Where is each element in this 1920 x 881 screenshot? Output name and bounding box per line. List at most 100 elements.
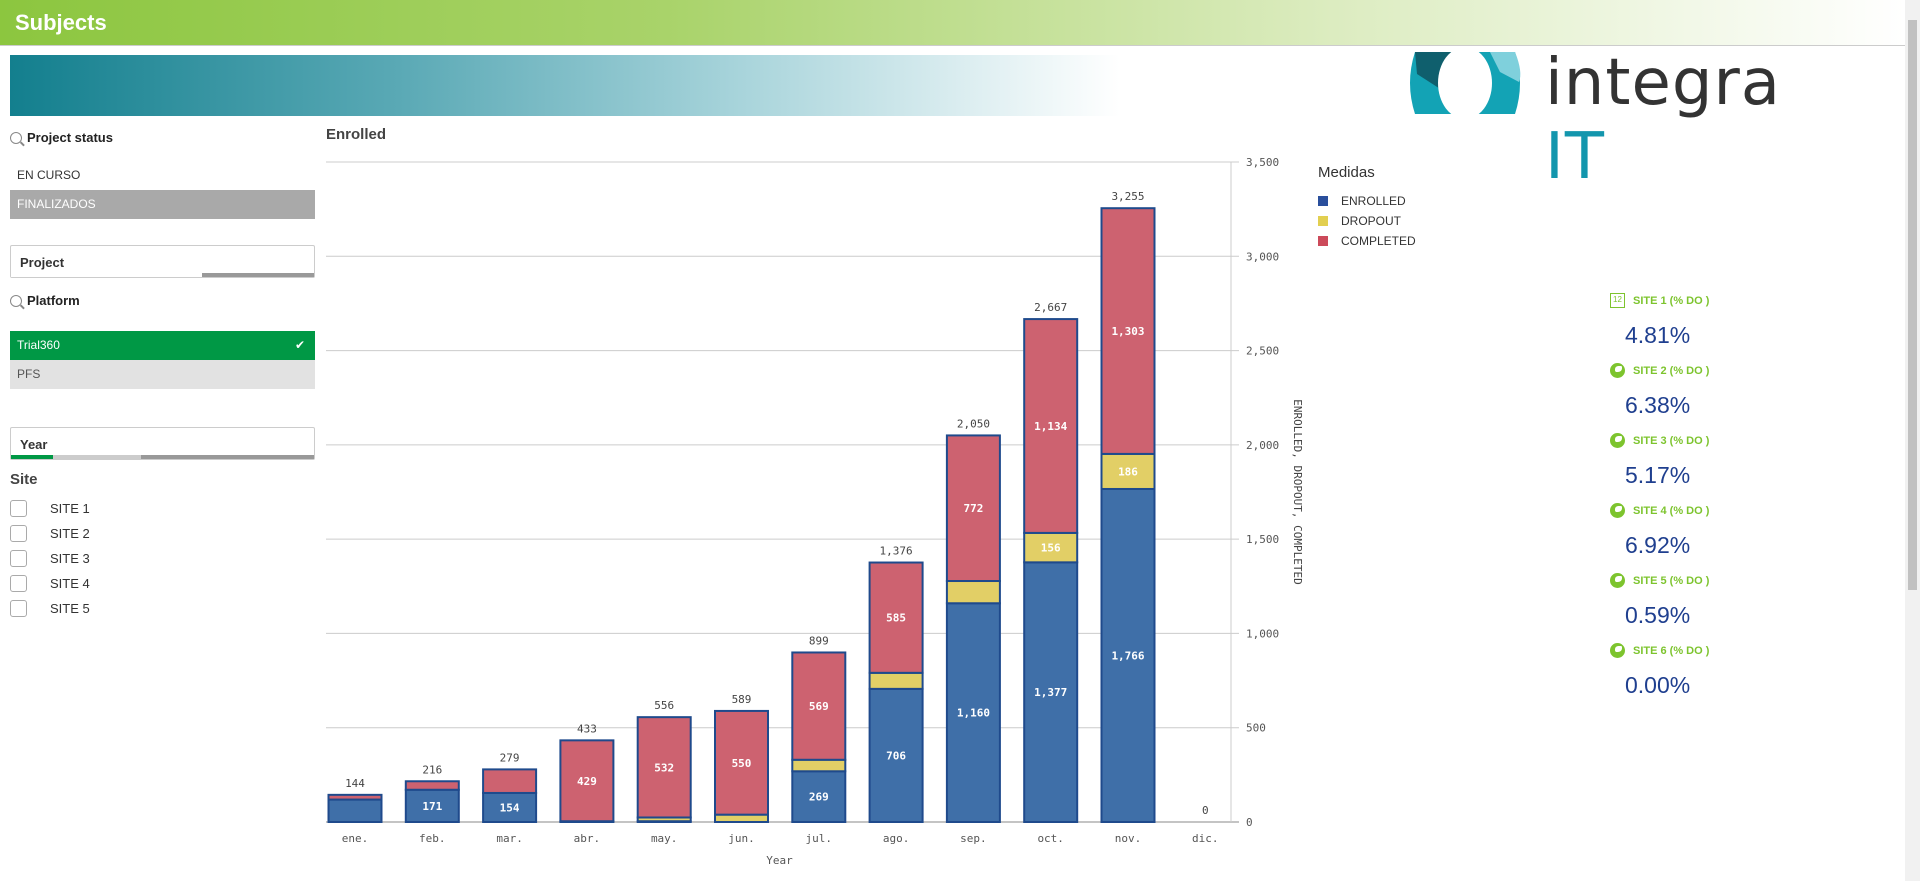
kpi-value: 6.92%: [1625, 532, 1691, 558]
bar-segment-enrolled: [482, 791, 538, 824]
enrolled-chart: 0 500 1,000 1,500 2,000 2,500 3,000 3,500 144 ene…: [326, 156, 1304, 867]
total-label: 556: [654, 699, 674, 712]
legend-item-dropout[interactable]: DROPOUT: [1318, 211, 1416, 231]
y-tick-label: 3,500: [1246, 156, 1279, 169]
list-item-trial360[interactable]: Trial360 ✔: [10, 331, 315, 360]
total-label: 589: [732, 693, 752, 706]
kpi-site-4: SITE 4 (% DO ) 6.92%: [1610, 503, 1760, 559]
checkbox[interactable]: [10, 600, 27, 617]
site-label: SITE 2: [50, 526, 90, 541]
integra-logo: integra IT: [1405, 46, 1845, 194]
checkbox[interactable]: [10, 575, 27, 592]
legend-swatch: [1318, 216, 1328, 226]
logo-mark-icon: [1410, 52, 1521, 114]
search-icon[interactable]: [10, 131, 22, 144]
kpi-site-5: SITE 5 (% DO ) 0.59%: [1610, 573, 1760, 629]
bar-segment-completed: [945, 434, 1001, 583]
kpi-label: SITE 3 (% DO ): [1633, 434, 1710, 447]
legend-label: COMPLETED: [1341, 234, 1416, 248]
x-tick-label: feb.: [419, 832, 446, 845]
y-axis-title: ENROLLED, DROPOUT, COMPLETED: [1291, 399, 1304, 584]
project-filter[interactable]: Project: [10, 245, 315, 278]
y-tick-label: 0: [1246, 816, 1253, 829]
y-tick-label: 1,500: [1246, 533, 1279, 546]
kpi-label: SITE 1 (% DO ): [1633, 294, 1710, 307]
kpi-value: 6.38%: [1625, 392, 1691, 418]
data-label: 156: [1041, 542, 1061, 555]
legend-item-completed[interactable]: COMPLETED: [1318, 231, 1416, 251]
x-tick-label: ago.: [883, 832, 910, 845]
total-label: 433: [577, 722, 597, 735]
site-option[interactable]: SITE 3: [10, 546, 315, 571]
site-label: SITE 5: [50, 601, 90, 616]
data-label: 269: [809, 791, 829, 804]
total-label: 144: [345, 777, 365, 790]
app-title: Subjects: [15, 10, 107, 35]
bar-segment-dropout: [714, 813, 769, 823]
legend-swatch: [1318, 236, 1328, 246]
kpi-value: 4.81%: [1625, 322, 1691, 348]
banner: [10, 55, 1120, 116]
list-item-en-curso[interactable]: EN CURSO: [17, 168, 81, 182]
site-option[interactable]: SITE 5: [10, 596, 315, 621]
x-tick-label: jul.: [806, 832, 833, 845]
x-axis-title: Year: [766, 854, 793, 867]
chart-legend: Medidas ENROLLED DROPOUT COMPLETED: [1318, 164, 1416, 251]
site-option[interactable]: SITE 4: [10, 571, 315, 596]
total-label: 2,667: [1034, 301, 1067, 314]
total-label: 1,376: [880, 545, 913, 558]
item-label: Trial360: [17, 338, 60, 352]
year-filter[interactable]: Year: [10, 427, 315, 460]
bar-segment-dropout: [791, 758, 847, 773]
data-label: 154: [500, 801, 520, 814]
checkbox[interactable]: [10, 550, 27, 567]
bar-segment-dropout: [868, 671, 924, 690]
list-item-pfs[interactable]: PFS: [10, 360, 315, 389]
globe-icon: [1610, 433, 1625, 448]
site-label: SITE 4: [50, 576, 90, 591]
bar-segment-completed: [791, 651, 847, 761]
data-label: 569: [809, 700, 829, 713]
legend-item-enrolled[interactable]: ENROLLED: [1318, 191, 1416, 211]
app-header: Subjects: [0, 0, 1905, 46]
site-option[interactable]: SITE 1: [10, 496, 315, 521]
filter-title: Project status: [27, 130, 113, 145]
search-icon[interactable]: [10, 294, 22, 307]
calendar-icon: 12: [1610, 293, 1625, 308]
kpi-site-3: SITE 3 (% DO ) 5.17%: [1610, 433, 1760, 489]
data-label: 550: [732, 757, 752, 770]
checkbox[interactable]: [10, 525, 27, 542]
y-tick-label: 3,000: [1246, 250, 1279, 263]
chart-title: Enrolled: [326, 126, 387, 143]
bar-segment-completed: [1023, 318, 1079, 534]
scrollbar[interactable]: [1905, 0, 1920, 881]
kpi-label: SITE 5 (% DO ): [1633, 574, 1710, 587]
list-item-finalizados[interactable]: FINALIZADOS: [10, 190, 315, 219]
bar-segment-dropout: [945, 580, 1001, 605]
filter-title: Project: [20, 255, 65, 270]
data-label: 706: [886, 749, 906, 762]
data-label: 186: [1118, 465, 1138, 478]
x-tick-label: nov.: [1115, 832, 1142, 845]
bar-segment-enrolled: [404, 788, 460, 823]
globe-icon: [1610, 573, 1625, 588]
data-label: 1,303: [1111, 325, 1144, 338]
filter-title: Platform: [27, 293, 80, 308]
x-tick-label: abr.: [574, 832, 601, 845]
site-option[interactable]: SITE 2: [10, 521, 315, 546]
bar-segment-enrolled: [327, 798, 383, 823]
scrollbar-thumb[interactable]: [1908, 20, 1917, 590]
checkbox[interactable]: [10, 500, 27, 517]
logo-text-accent: IT: [1545, 120, 1605, 194]
y-tick-label: 2,000: [1246, 439, 1279, 452]
globe-icon: [1610, 503, 1625, 518]
data-label: 1,134: [1034, 420, 1067, 433]
kpi-label: SITE 4 (% DO ): [1633, 504, 1710, 517]
check-icon: ✔: [294, 338, 305, 352]
total-label: 2,050: [957, 417, 990, 430]
y-tick-label: 2,500: [1246, 345, 1279, 358]
data-label: 585: [886, 612, 906, 625]
filter-title: Site: [10, 471, 38, 488]
y-tick-label: 1,000: [1246, 627, 1279, 640]
kpi-label: SITE 6 (% DO ): [1633, 644, 1710, 657]
